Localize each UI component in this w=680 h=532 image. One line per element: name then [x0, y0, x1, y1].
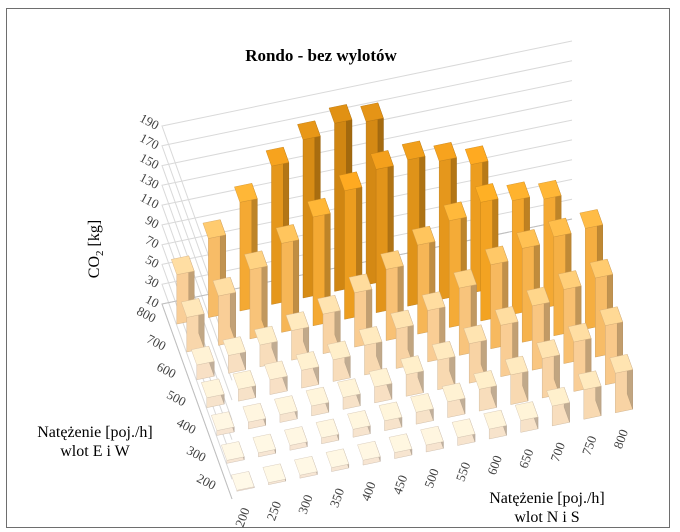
bar	[231, 471, 255, 492]
z-tick-label: 130	[137, 170, 161, 192]
x-tick-label: 800	[610, 427, 631, 450]
bar	[285, 311, 310, 361]
bar	[191, 345, 215, 381]
x-tick-label: 350	[326, 486, 347, 509]
x-axis-title-line1: Natężenie [poj./h]	[489, 490, 605, 507]
x-tick-label: 500	[421, 466, 442, 489]
z-axis-title: CO2 [kg]	[86, 220, 106, 278]
y-tick-label: 600	[154, 359, 178, 381]
y-axis-title-line2: wlot E i W	[60, 443, 130, 460]
x-tick-label: 700	[547, 440, 568, 463]
bar	[347, 410, 371, 438]
bar	[221, 441, 245, 464]
bar	[578, 370, 602, 420]
x-tick-label: 600	[484, 453, 505, 476]
bar	[244, 250, 268, 340]
z-tick-label: 170	[137, 130, 161, 152]
bar	[546, 386, 570, 427]
bar	[315, 418, 340, 445]
bar	[348, 273, 373, 348]
x-tick-label: 450	[390, 473, 411, 496]
bar	[568, 322, 592, 392]
bar	[211, 411, 235, 436]
z-tick-label: 50	[143, 252, 162, 271]
x-tick-label: 400	[358, 479, 379, 502]
bar	[295, 351, 320, 389]
x-tick-label: 300	[295, 493, 316, 516]
y-axis-title-line1: Natężenie [poj./h]	[37, 424, 153, 441]
bar	[262, 463, 286, 485]
bar	[337, 378, 361, 410]
bar	[483, 409, 507, 440]
z-tick-label: 90	[143, 212, 162, 231]
gridline	[161, 198, 573, 480]
chart-frame: Rondo - bez wylotów 10 30 50 70 90 110 130 150 1…	[6, 8, 670, 529]
x-tick-label: 550	[453, 460, 474, 483]
bar	[222, 336, 246, 374]
floor-edge	[161, 218, 573, 500]
bars	[171, 102, 633, 492]
bar	[400, 355, 424, 397]
bar	[327, 340, 351, 382]
bar	[181, 298, 205, 353]
bar	[317, 294, 341, 354]
bar	[212, 276, 236, 346]
x-tick-label: 200	[232, 506, 253, 529]
bar	[325, 448, 350, 472]
bar	[473, 370, 497, 412]
bar	[378, 401, 403, 431]
bar	[357, 440, 381, 466]
bar	[536, 339, 560, 399]
bar	[368, 367, 393, 404]
bar	[201, 378, 225, 408]
bar	[388, 433, 413, 459]
bar	[254, 325, 278, 368]
bar	[609, 354, 633, 414]
co2-3d-bar-chart: Rondo - bez wylotów 10305070901101301501…	[37, 40, 633, 529]
x-tick-label: 250	[263, 499, 284, 522]
bar	[274, 395, 298, 423]
bar	[264, 360, 288, 395]
bar	[410, 393, 434, 425]
x-axis-ticks: 200 250 300 350 400 450 500 550 600 650 700 750 800	[232, 427, 631, 529]
y-tick-label: 200	[194, 470, 218, 492]
bar	[232, 370, 256, 402]
bar	[284, 426, 308, 451]
z-tick-label: 150	[137, 150, 161, 172]
bar	[441, 382, 466, 418]
bar	[514, 401, 539, 433]
z-tick-label: 30	[143, 272, 162, 291]
x-tick-label: 650	[516, 447, 537, 470]
y-tick-label: 300	[184, 442, 208, 464]
y-tick-label: 500	[164, 387, 188, 409]
bar	[358, 326, 383, 376]
z-tick-label: 110	[138, 190, 162, 212]
bar	[294, 456, 318, 479]
x-axis-title-line2: wlot N i S	[514, 509, 579, 526]
bar	[275, 224, 300, 333]
x-tick-label: 750	[579, 434, 600, 457]
bar	[463, 324, 487, 384]
bar	[252, 433, 276, 458]
bar	[420, 425, 444, 453]
bar	[451, 418, 476, 446]
chart-title: Rondo - bez wylotów	[245, 46, 397, 65]
y-tick-label: 400	[174, 415, 198, 437]
y-tick-label: 700	[144, 331, 168, 353]
z-tick-label: 70	[143, 232, 162, 251]
bar	[431, 340, 456, 391]
bar	[242, 402, 266, 430]
z-tick-label: 190	[137, 110, 161, 132]
bar	[504, 355, 529, 405]
z-tick-label: 10	[143, 291, 162, 310]
bar	[305, 386, 330, 417]
